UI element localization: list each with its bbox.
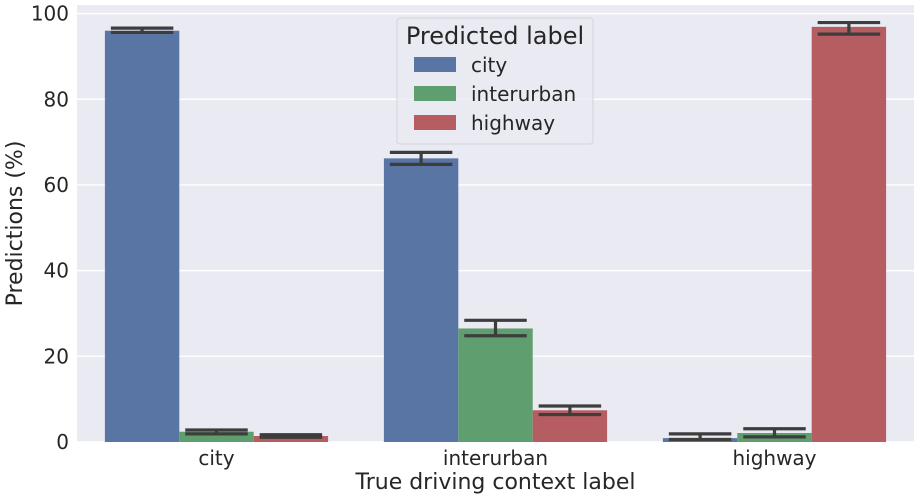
y-tick-label: 80 xyxy=(44,87,69,111)
bar xyxy=(253,436,329,442)
y-tick-label: 60 xyxy=(44,173,69,197)
y-tick-label: 100 xyxy=(31,2,69,26)
x-axis-label: True driving context label xyxy=(355,470,636,495)
bar xyxy=(104,30,180,443)
y-tick-label: 20 xyxy=(44,344,69,368)
legend: Predicted label city interurban highway xyxy=(396,17,594,145)
x-tick-label: city xyxy=(198,446,234,470)
legend-swatch xyxy=(414,86,456,101)
bar xyxy=(179,431,254,442)
legend-swatch xyxy=(414,115,456,130)
y-tick-label: 40 xyxy=(44,259,69,283)
bar xyxy=(811,26,887,442)
legend-item-label: highway xyxy=(471,111,555,135)
bar xyxy=(458,328,533,442)
legend-box xyxy=(396,17,594,145)
legend-swatch xyxy=(414,57,456,72)
bars xyxy=(104,26,887,443)
x-tick-label: interurban xyxy=(443,446,548,470)
y-tick-labels: 0 20 40 60 80 100 xyxy=(31,2,69,454)
x-tick-label: highway xyxy=(732,446,816,470)
x-tick-labels: city interurban highway xyxy=(198,446,816,470)
y-tick-label: 0 xyxy=(56,430,69,454)
legend-item-label: city xyxy=(471,53,507,77)
legend-item-label: interurban xyxy=(471,82,576,106)
y-axis-label: Predictions (%) xyxy=(3,141,28,307)
bar xyxy=(383,158,459,443)
error-bars xyxy=(110,20,881,442)
legend-title: Predicted label xyxy=(406,22,584,50)
